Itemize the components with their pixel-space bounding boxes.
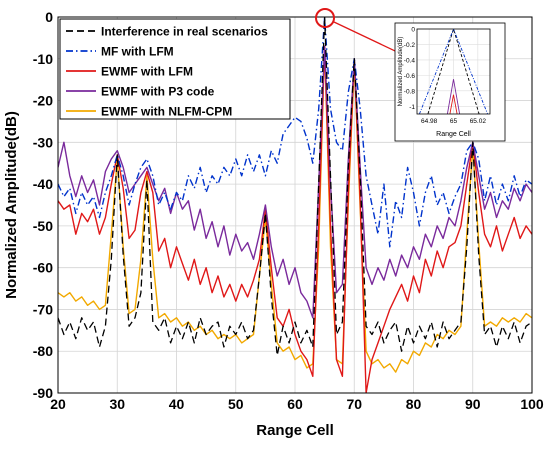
y-tick-label: -90 — [33, 385, 53, 401]
x-axis-label: Range Cell — [256, 422, 334, 439]
x-tick-label: 30 — [109, 396, 125, 412]
series-line-5 — [58, 45, 532, 373]
y-tick-label: -10 — [33, 51, 53, 67]
x-tick-label: 70 — [346, 396, 362, 412]
inset-y-tick-label: -0.4 — [404, 57, 416, 64]
inset-x-tick-label: 65.02 — [470, 118, 487, 125]
x-tick-label: 20 — [50, 396, 66, 412]
y-tick-label: -50 — [33, 218, 53, 234]
legend-items: Interference in real scenarios MF with LF… — [66, 25, 268, 119]
x-tick-label: 60 — [287, 396, 303, 412]
y-tick-label: -20 — [33, 93, 53, 109]
inset-series-line-1 — [427, 29, 480, 114]
series-line-1 — [58, 17, 532, 357]
legend-box — [59, 18, 291, 120]
inset-y-tick-label: 0 — [411, 27, 415, 34]
inset-x-tick-label: 65 — [450, 118, 458, 125]
y-tick-label: -30 — [33, 134, 53, 150]
inset-y-tick-label: -1 — [409, 104, 415, 111]
y-tick-label: -40 — [33, 176, 53, 192]
y-tick-label: -60 — [33, 260, 53, 276]
x-tick-label: 40 — [169, 396, 185, 412]
inset-background — [394, 22, 506, 142]
legend-label: Interference in real scenarios — [101, 25, 268, 39]
y-tick-label: 0 — [45, 9, 53, 25]
x-tick-label: 90 — [465, 396, 481, 412]
series-group — [58, 17, 532, 393]
inset-y-tick-label: -0.2 — [404, 42, 416, 49]
legend-label: EWMF with NLFM-CPM — [101, 105, 232, 119]
y-tick-label: -70 — [33, 301, 53, 317]
inset-y-tick-label: -0.8 — [404, 88, 416, 95]
zoom-inset: 64.98 65 65.02 0 -0.2 -0.4 -0.6 -0.8 -1 Range Ce… — [394, 22, 506, 142]
x-tick-label: 100 — [520, 396, 544, 412]
plot-frame — [57, 16, 533, 394]
inset-series-line-3 — [446, 79, 461, 114]
y-tick-label: -80 — [33, 343, 53, 359]
inset-frame — [416, 28, 491, 115]
legend-label: EWMF with P3 code — [101, 85, 215, 99]
peak-highlight-circle — [315, 8, 335, 28]
inset-ticks: 64.98 65 65.02 0 -0.2 -0.4 -0.6 -0.8 -1 — [404, 27, 487, 126]
series-line-2 — [58, 17, 532, 248]
inset-y-axis-label: Normalized Amplitude(dB) — [398, 37, 404, 107]
x-tick-label: 80 — [406, 396, 422, 412]
inset-y-tick-label: -0.6 — [404, 73, 416, 80]
inset-series-line-4 — [449, 94, 458, 114]
inset-series-line-2 — [418, 29, 489, 114]
inset-x-tick-label: 64.98 — [421, 118, 438, 125]
inset-x-axis-label: Range Cell — [436, 131, 471, 138]
y-axis-label: Normalized Amplitude(dB) — [3, 111, 20, 299]
legend: Interference in real scenarios MF with LF… — [59, 18, 291, 120]
inset-series-group — [418, 29, 489, 114]
legend-label: MF with LFM — [101, 45, 174, 59]
x-tick-label: 50 — [228, 396, 244, 412]
series-line-4 — [58, 45, 532, 319]
axis-ticks: 20 30 40 50 60 70 80 90 1000-10-20-30-40-50-60-7… — [33, 9, 544, 412]
legend-label: EWMF with LFM — [101, 65, 193, 79]
series-line-3 — [58, 45, 532, 393]
